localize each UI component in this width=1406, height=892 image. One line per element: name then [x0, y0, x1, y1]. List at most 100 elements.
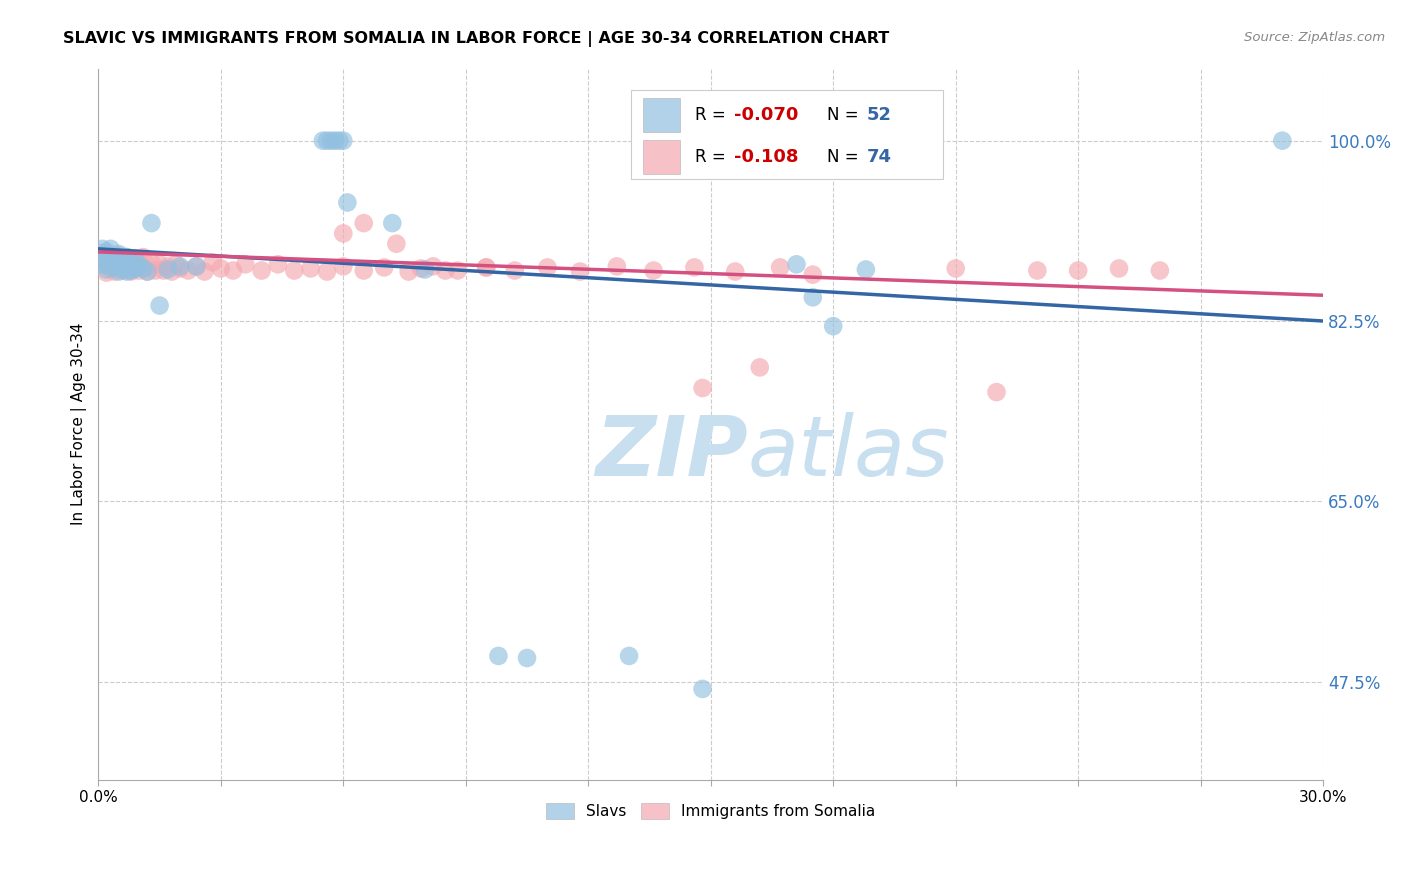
Immigrants from Somalia: [136, 264, 159, 278]
Text: Source: ZipAtlas.com: Source: ZipAtlas.com: [1244, 31, 1385, 45]
Immigrants from Somalia: [986, 385, 1008, 400]
Slavs: [149, 299, 172, 313]
Slavs: [107, 256, 129, 270]
Immigrants from Somalia: [104, 264, 127, 278]
Slavs: [124, 252, 146, 267]
Text: N =: N =: [827, 106, 863, 124]
Slavs: [785, 257, 807, 271]
Immigrants from Somalia: [475, 260, 498, 275]
Slavs: [156, 262, 179, 277]
Immigrants from Somalia: [165, 257, 187, 271]
Immigrants from Somalia: [643, 263, 665, 277]
Immigrants from Somalia: [91, 246, 114, 260]
Bar: [644, 140, 681, 175]
Immigrants from Somalia: [1026, 263, 1049, 277]
Immigrants from Somalia: [124, 251, 146, 265]
Slavs: [91, 242, 114, 256]
Slavs: [328, 134, 350, 148]
Slavs: [100, 251, 122, 265]
Immigrants from Somalia: [569, 264, 592, 278]
Immigrants from Somalia: [201, 255, 224, 269]
Immigrants from Somalia: [267, 257, 290, 271]
Immigrants from Somalia: [91, 257, 114, 271]
Slavs: [115, 250, 138, 264]
Slavs: [186, 260, 208, 274]
Immigrants from Somalia: [141, 255, 163, 269]
Text: SLAVIC VS IMMIGRANTS FROM SOMALIA IN LABOR FORCE | AGE 30-34 CORRELATION CHART: SLAVIC VS IMMIGRANTS FROM SOMALIA IN LAB…: [63, 31, 890, 47]
Immigrants from Somalia: [434, 263, 457, 277]
Immigrants from Somalia: [107, 249, 129, 263]
Immigrants from Somalia: [606, 260, 628, 274]
Text: 74: 74: [866, 148, 891, 167]
Slavs: [413, 262, 436, 277]
Slavs: [124, 261, 146, 276]
Text: 52: 52: [866, 106, 891, 124]
Immigrants from Somalia: [115, 250, 138, 264]
Immigrants from Somalia: [503, 263, 526, 277]
Immigrants from Somalia: [724, 264, 747, 278]
Slavs: [692, 681, 714, 696]
Immigrants from Somalia: [120, 255, 142, 269]
Immigrants from Somalia: [398, 264, 420, 278]
Legend: Slavs, Immigrants from Somalia: Slavs, Immigrants from Somalia: [540, 797, 882, 825]
Slavs: [336, 195, 359, 210]
Slavs: [136, 264, 159, 278]
Immigrants from Somalia: [96, 266, 118, 280]
Immigrants from Somalia: [132, 250, 155, 264]
Immigrants from Somalia: [945, 261, 967, 276]
Slavs: [96, 262, 118, 277]
Slavs: [316, 134, 339, 148]
Immigrants from Somalia: [683, 260, 706, 275]
Immigrants from Somalia: [748, 360, 770, 375]
Immigrants from Somalia: [1067, 263, 1090, 277]
Immigrants from Somalia: [177, 263, 200, 277]
Immigrants from Somalia: [115, 260, 138, 275]
Immigrants from Somalia: [152, 263, 174, 277]
Immigrants from Somalia: [222, 263, 245, 277]
Text: atlas: atlas: [748, 412, 949, 493]
Slavs: [104, 260, 127, 274]
Slavs: [1271, 134, 1294, 148]
Immigrants from Somalia: [96, 253, 118, 268]
Immigrants from Somalia: [446, 263, 468, 277]
Slavs: [323, 134, 346, 148]
Immigrants from Somalia: [692, 381, 714, 395]
Immigrants from Somalia: [186, 260, 208, 274]
Slavs: [111, 257, 134, 271]
Immigrants from Somalia: [193, 264, 215, 278]
Slavs: [516, 651, 538, 665]
Slavs: [100, 242, 122, 256]
Immigrants from Somalia: [100, 249, 122, 263]
Slavs: [104, 260, 127, 274]
Immigrants from Somalia: [299, 261, 322, 276]
Slavs: [91, 249, 114, 263]
Immigrants from Somalia: [111, 263, 134, 277]
Slavs: [107, 264, 129, 278]
Slavs: [319, 134, 342, 148]
Immigrants from Somalia: [160, 264, 183, 278]
Immigrants from Somalia: [209, 261, 232, 276]
Immigrants from Somalia: [373, 260, 395, 275]
Immigrants from Somalia: [156, 260, 179, 274]
Immigrants from Somalia: [422, 260, 444, 274]
Slavs: [96, 254, 118, 268]
Text: R =: R =: [695, 148, 731, 167]
Immigrants from Somalia: [385, 236, 408, 251]
Immigrants from Somalia: [1108, 261, 1130, 276]
Slavs: [111, 261, 134, 276]
Immigrants from Somalia: [475, 260, 498, 275]
Immigrants from Somalia: [769, 260, 792, 275]
Slavs: [107, 247, 129, 261]
Slavs: [132, 261, 155, 276]
Immigrants from Somalia: [132, 260, 155, 275]
Slavs: [91, 257, 114, 271]
Immigrants from Somalia: [120, 264, 142, 278]
Bar: [644, 98, 681, 132]
Slavs: [381, 216, 404, 230]
Immigrants from Somalia: [801, 268, 824, 282]
Immigrants from Somalia: [107, 261, 129, 276]
Text: -0.108: -0.108: [734, 148, 799, 167]
Immigrants from Somalia: [104, 255, 127, 269]
Slavs: [124, 260, 146, 275]
Slavs: [801, 290, 824, 304]
